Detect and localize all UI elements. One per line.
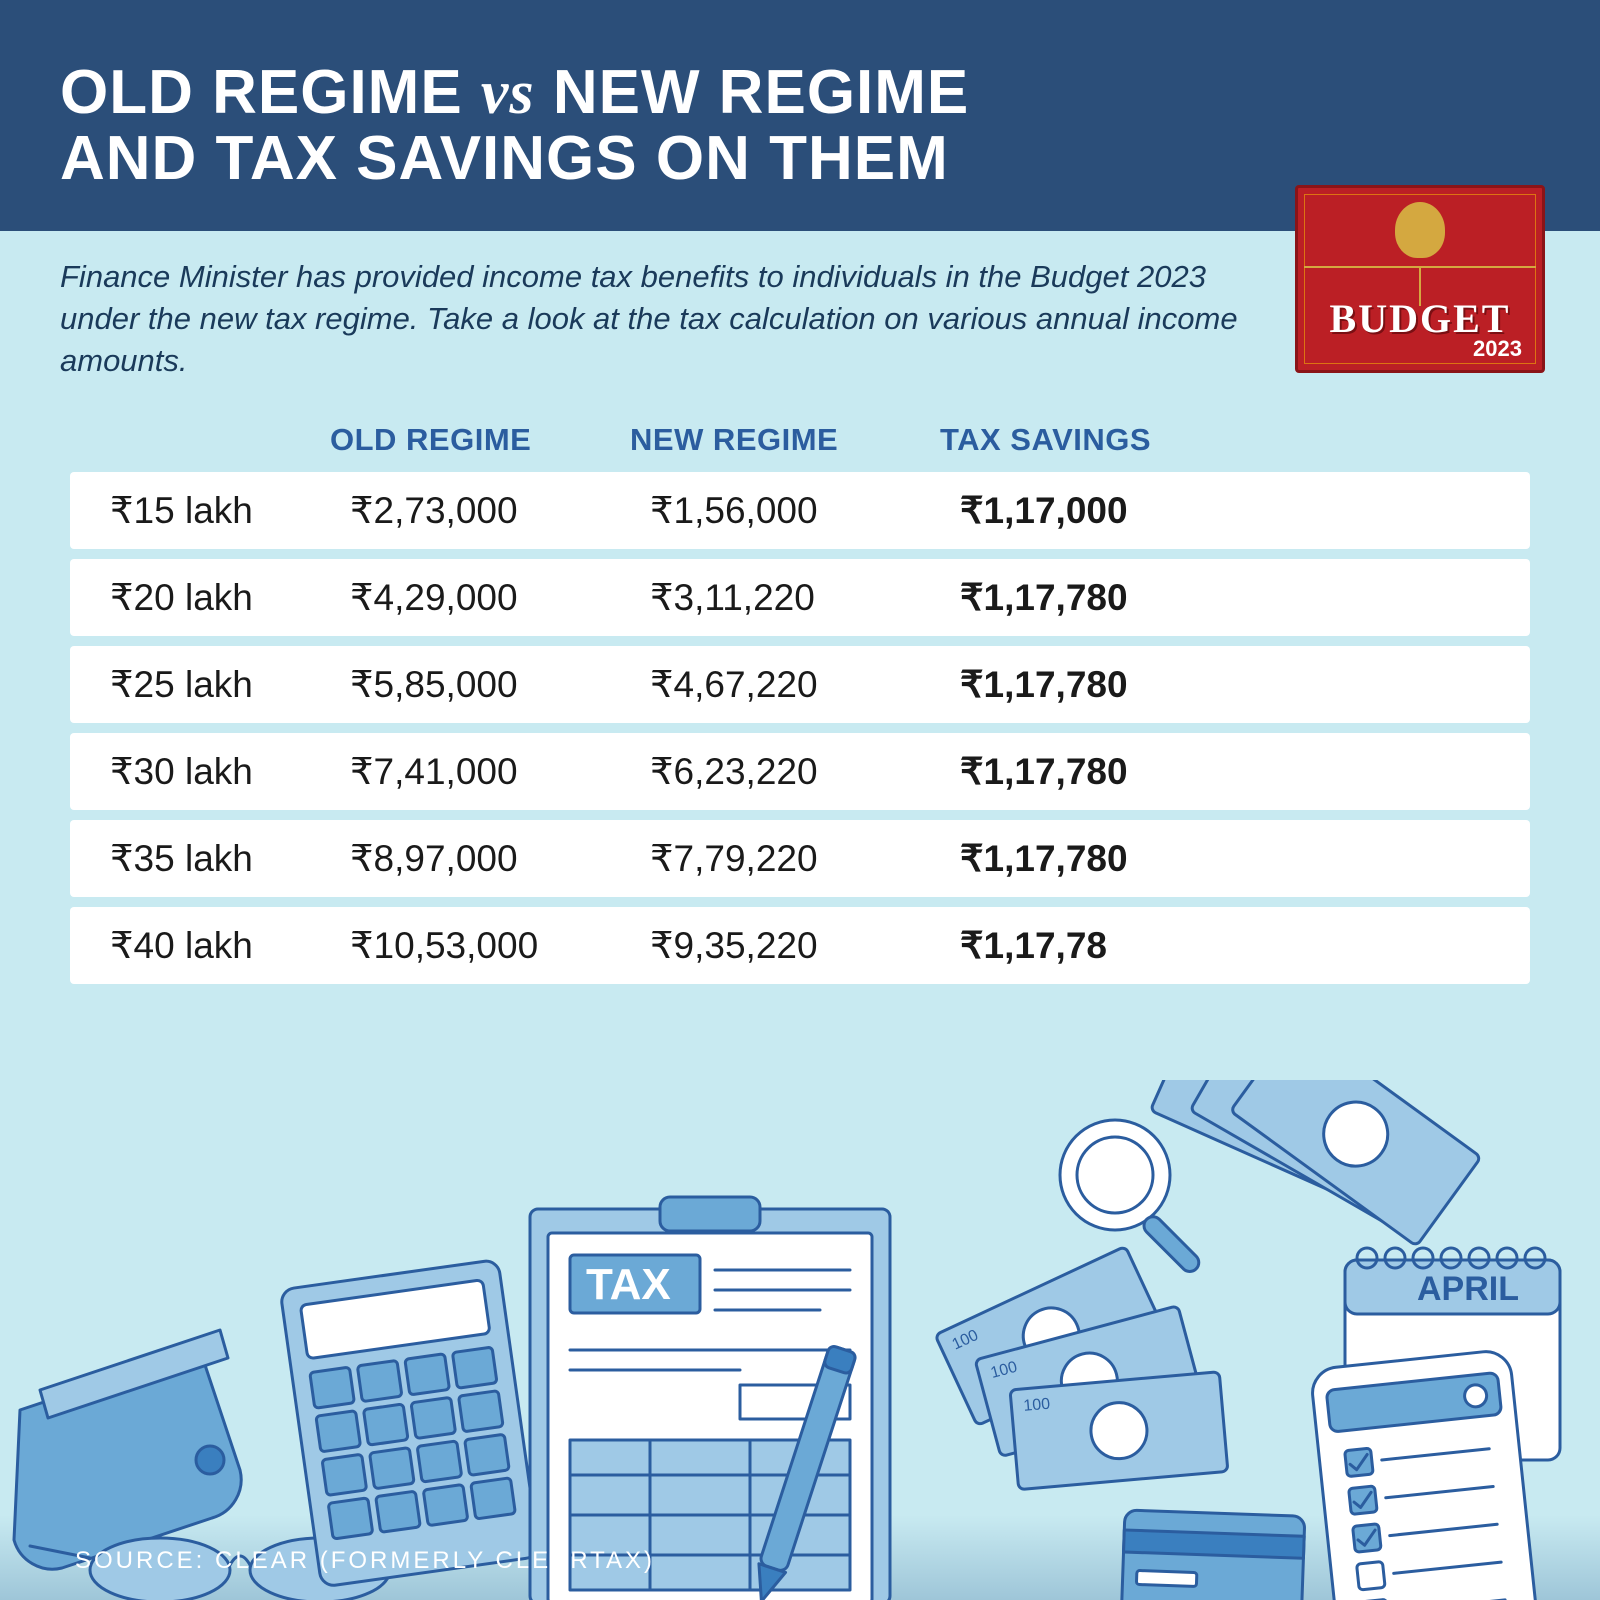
cell-income: ₹35 lakh: [90, 837, 350, 880]
cell-tax-savings: ₹1,17,780: [960, 837, 1510, 880]
cell-new-regime: ₹6,23,220: [650, 750, 960, 793]
table-row: ₹20 lakh₹4,29,000₹3,11,220₹1,17,780: [70, 559, 1530, 636]
emblem-icon: [1395, 202, 1445, 258]
table-row: ₹15 lakh₹2,73,000₹1,56,000₹1,17,000: [70, 472, 1530, 549]
calendar-icon: APRIL: [1345, 1248, 1560, 1460]
tax-table: OLD REGIME NEW REGIME TAX SAVINGS ₹15 la…: [0, 412, 1600, 984]
title-vs: vs: [481, 59, 535, 127]
cell-tax-savings: ₹1,17,780: [960, 663, 1510, 706]
svg-text:100: 100: [989, 1359, 1019, 1382]
cell-income: ₹15 lakh: [90, 489, 350, 532]
cell-new-regime: ₹7,79,220: [650, 837, 960, 880]
svg-text:100: 100: [1023, 1396, 1051, 1415]
cash-bills-bottom: 100 100 100: [935, 1246, 1228, 1489]
cell-old-regime: ₹7,41,000: [350, 750, 650, 793]
cell-income: ₹30 lakh: [90, 750, 350, 793]
table-row: ₹25 lakh₹5,85,000₹4,67,220₹1,17,780: [70, 646, 1530, 723]
title-part-3: AND TAX SAVINGS ON THEM: [60, 124, 949, 193]
cell-new-regime: ₹1,56,000: [650, 489, 960, 532]
cell-tax-savings: ₹1,17,78: [960, 924, 1510, 967]
svg-text:100: 100: [950, 1327, 981, 1354]
budget-badge: BUDGET 2023: [1295, 185, 1545, 373]
cash-bills-top: 100 100 100 100: [1150, 1080, 1481, 1246]
cell-old-regime: ₹2,73,000: [350, 489, 650, 532]
cell-income: ₹20 lakh: [90, 576, 350, 619]
cell-income: ₹25 lakh: [90, 663, 350, 706]
magnifier-icon: [1060, 1120, 1202, 1275]
th-old-regime: OLD REGIME: [330, 422, 630, 458]
cell-old-regime: ₹5,85,000: [350, 663, 650, 706]
badge-year: 2023: [1473, 336, 1522, 362]
badge-label: BUDGET: [1298, 295, 1542, 342]
table-row: ₹40 lakh₹10,53,000₹9,35,220₹1,17,78: [70, 907, 1530, 984]
cell-old-regime: ₹8,97,000: [350, 837, 650, 880]
svg-text:100: 100: [1324, 1163, 1360, 1193]
main-title: OLD REGIME vs NEW REGIME AND TAX SAVINGS…: [60, 60, 1540, 191]
table-row: ₹30 lakh₹7,41,000₹6,23,220₹1,17,780: [70, 733, 1530, 810]
title-part-1: OLD REGIME: [60, 58, 463, 127]
th-tax-savings: TAX SAVINGS: [940, 422, 1530, 458]
cell-new-regime: ₹9,35,220: [650, 924, 960, 967]
cell-tax-savings: ₹1,17,780: [960, 576, 1510, 619]
cell-tax-savings: ₹1,17,000: [960, 489, 1510, 532]
cell-tax-savings: ₹1,17,780: [960, 750, 1510, 793]
cell-new-regime: ₹3,11,220: [650, 576, 960, 619]
svg-text:TAX: TAX: [586, 1260, 671, 1309]
cell-new-regime: ₹4,67,220: [650, 663, 960, 706]
table-row: ₹35 lakh₹8,97,000₹7,79,220₹1,17,780: [70, 820, 1530, 897]
source-attribution: SOURCE: CLEAR (FORMERLY CLEARTAX): [75, 1547, 655, 1575]
table-header-row: OLD REGIME NEW REGIME TAX SAVINGS: [70, 422, 1530, 472]
cell-old-regime: ₹10,53,000: [350, 924, 650, 967]
cell-income: ₹40 lakh: [90, 924, 350, 967]
th-new-regime: NEW REGIME: [630, 422, 940, 458]
title-part-2: NEW REGIME: [553, 58, 969, 127]
cell-old-regime: ₹4,29,000: [350, 576, 650, 619]
svg-text:APRIL: APRIL: [1417, 1270, 1519, 1308]
th-income: [70, 422, 330, 458]
